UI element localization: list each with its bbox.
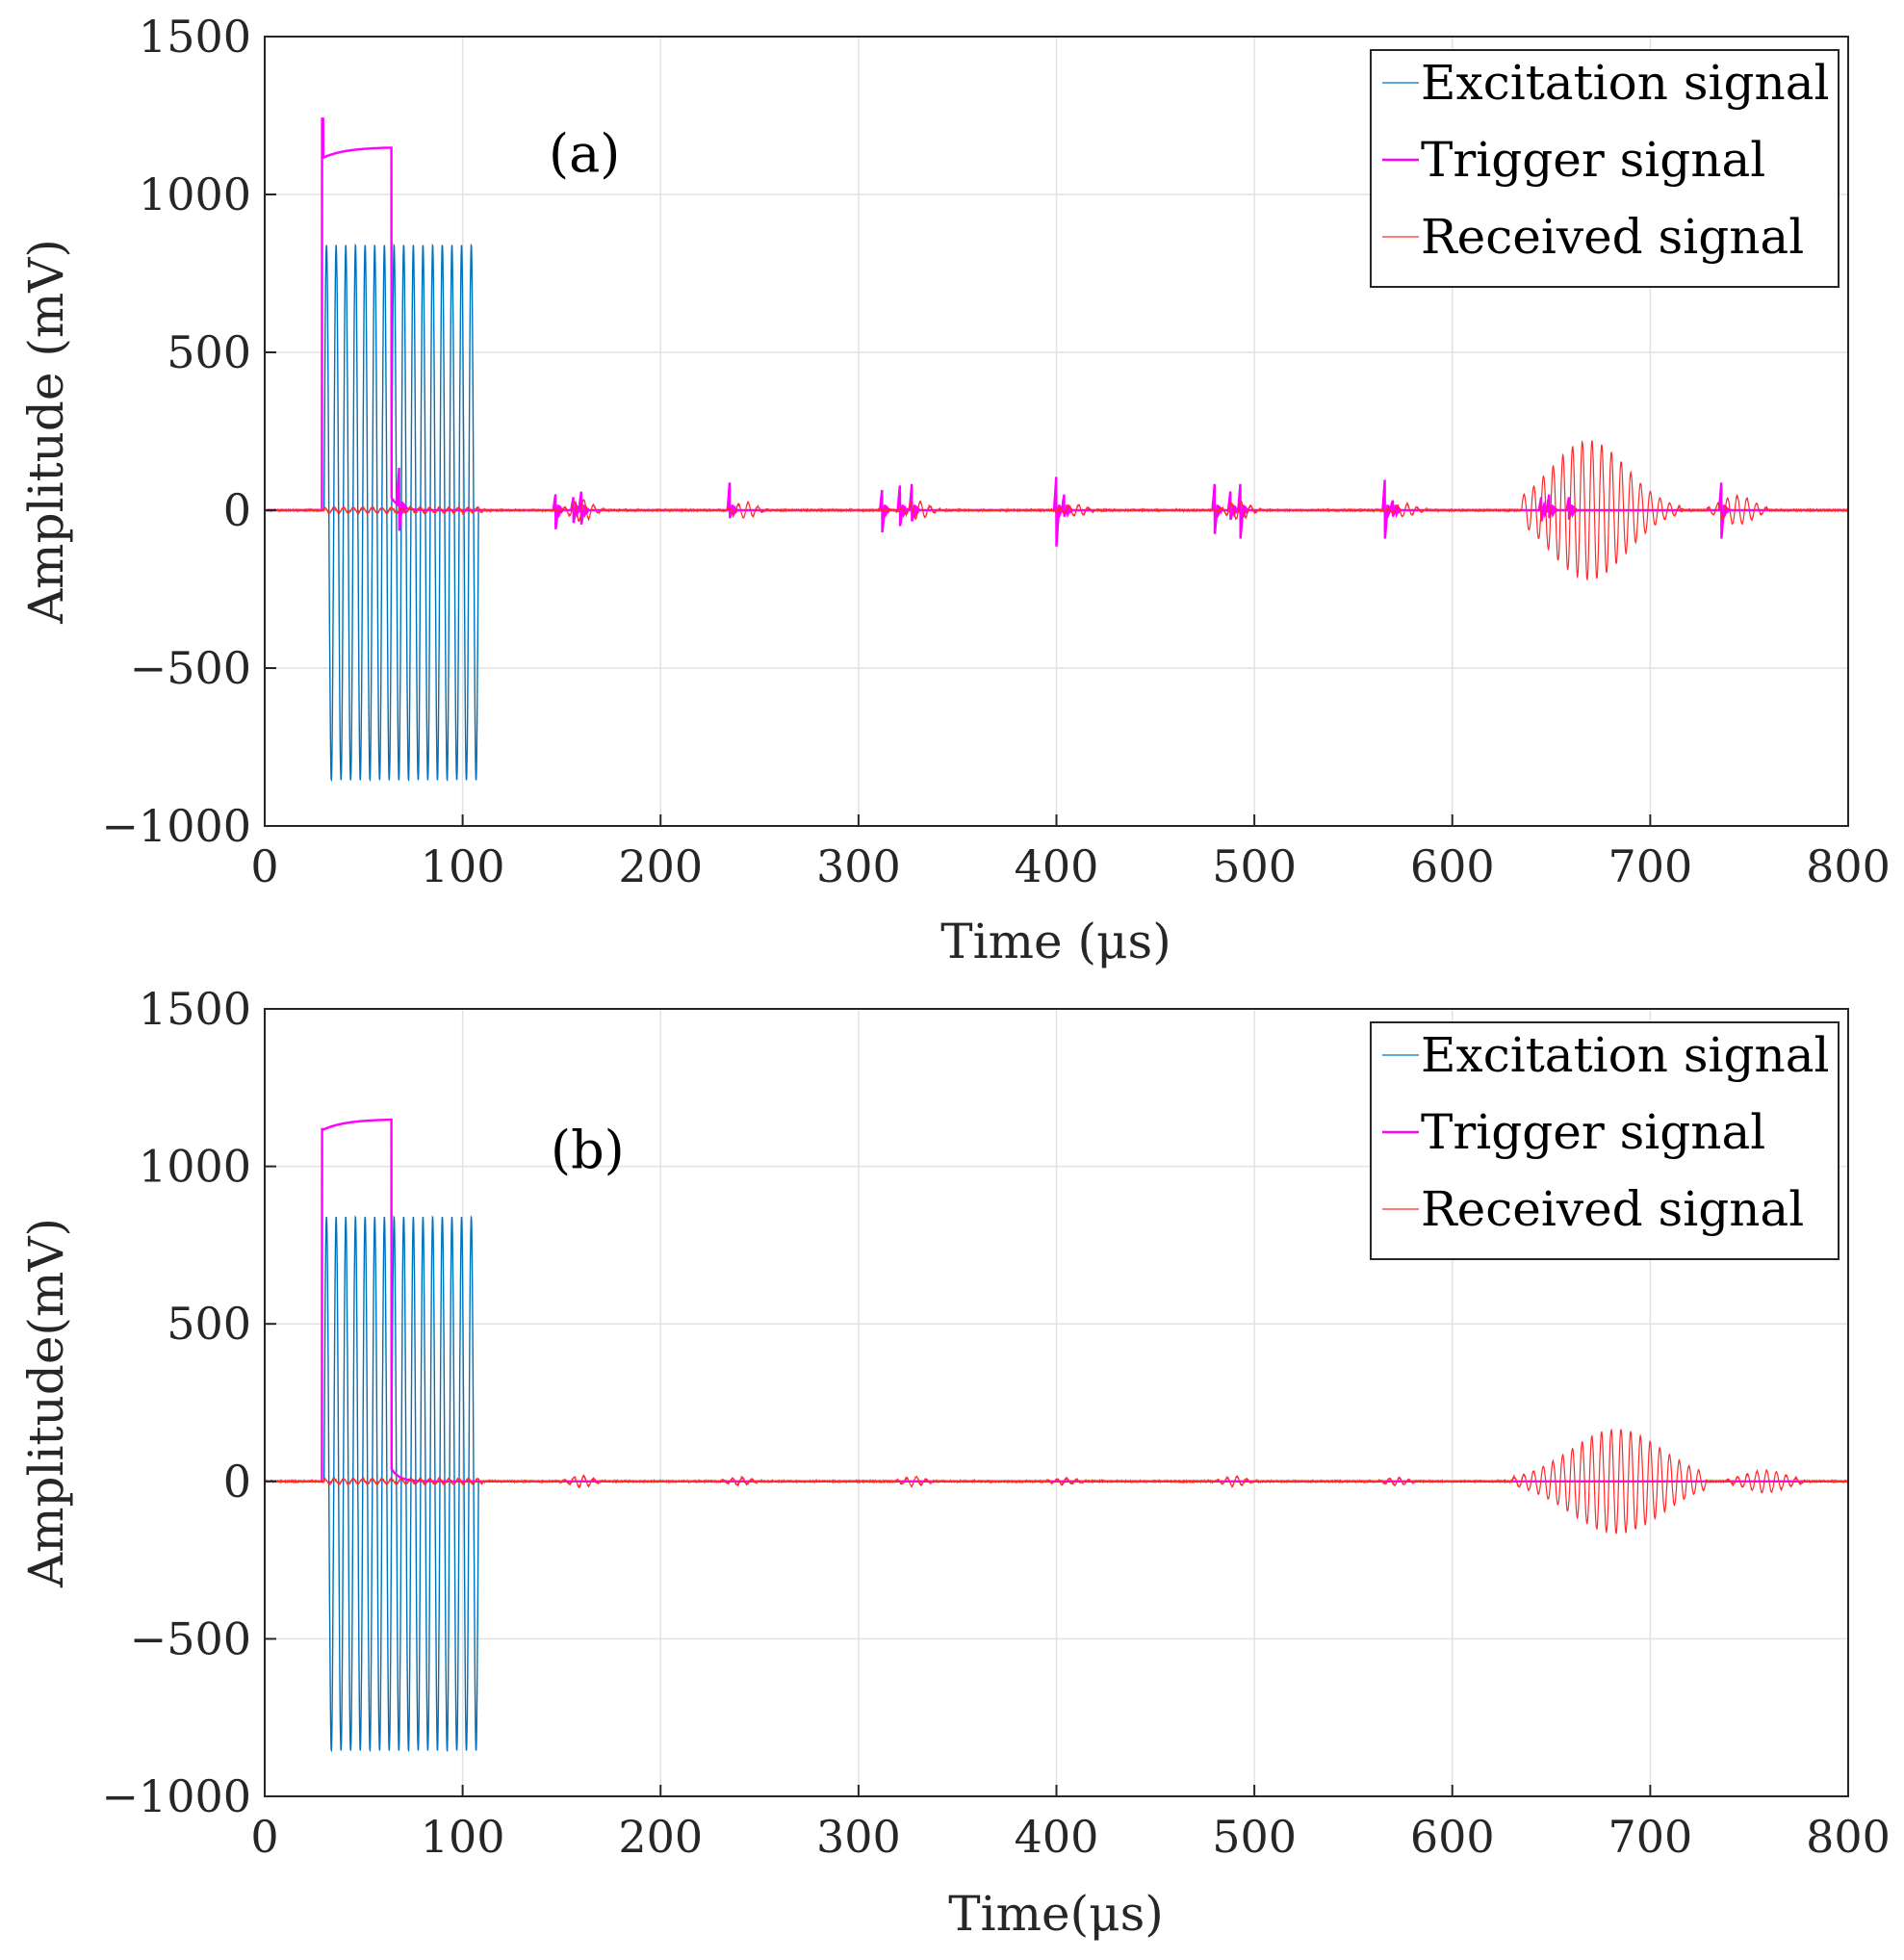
x-tick-label: 300 — [816, 1811, 901, 1863]
y-tick-label: 1000 — [139, 168, 251, 220]
panel-b: 0 100 200 300 400 500 600 700 800 −1000 −500 0 500 10… — [18, 983, 1891, 1942]
legend-entry: Trigger signal — [1421, 132, 1765, 188]
legend-entry: Excitation signal — [1421, 1027, 1830, 1083]
y-axis-label-b: Amplitude(mV) — [18, 1218, 74, 1588]
y-tick-label: −500 — [130, 642, 251, 694]
x-tick-label: 0 — [250, 840, 278, 892]
x-tick-label: 400 — [1015, 1811, 1099, 1863]
x-tick-label: 600 — [1410, 1811, 1495, 1863]
x-tick-label: 0 — [250, 1811, 278, 1863]
x-tick-label: 400 — [1015, 840, 1099, 892]
legend-entry: Excitation signal — [1421, 55, 1830, 111]
x-tick-label: 800 — [1806, 1811, 1891, 1863]
y-axis-label-a: Amplitude (mV) — [18, 239, 74, 625]
legend-entry: Received signal — [1421, 209, 1804, 265]
x-tick-label: 500 — [1212, 1811, 1297, 1863]
legend-a: Excitation signal Trigger signal Received … — [1370, 49, 1840, 288]
legend-entry: Received signal — [1421, 1181, 1804, 1237]
x-tick-label: 700 — [1608, 1811, 1692, 1863]
y-tick-label: 1500 — [139, 983, 251, 1035]
x-tick-label: 600 — [1410, 840, 1495, 892]
tick-labels-b: 0 100 200 300 400 500 600 700 800 −1000 −500 0 500 10… — [101, 983, 1891, 1863]
plot-area-b — [264, 1118, 1849, 1753]
legend-b: Excitation signal Trigger signal Received … — [1370, 1021, 1840, 1260]
y-tick-label: 1500 — [139, 11, 251, 63]
legend-box — [1370, 1021, 1840, 1260]
x-tick-label: 100 — [421, 840, 505, 892]
y-tick-label: 500 — [167, 326, 251, 378]
legend-entry: Trigger signal — [1421, 1104, 1765, 1160]
y-tick-label: 0 — [223, 484, 251, 536]
y-tick-label: −1000 — [101, 800, 251, 852]
x-tick-label: 200 — [618, 840, 703, 892]
y-tick-label: −1000 — [101, 1770, 251, 1822]
legend-box — [1370, 49, 1840, 288]
tick-labels-a: 0 100 200 300 400 500 600 700 800 −1000 −500 0 500 10… — [101, 11, 1891, 892]
x-tick-label: 200 — [618, 1811, 703, 1863]
x-axis-label-b: Time(μs) — [948, 1886, 1164, 1942]
y-tick-label: 500 — [167, 1298, 251, 1350]
panel-label-a: (a) — [549, 123, 620, 184]
x-tick-label: 700 — [1608, 840, 1692, 892]
x-axis-label-a: Time (μs) — [940, 914, 1171, 969]
series-received-line — [264, 1428, 1849, 1534]
y-tick-label: 0 — [223, 1456, 251, 1508]
y-tick-label: −500 — [130, 1612, 251, 1664]
x-tick-label: 300 — [816, 840, 901, 892]
panel-label-b: (b) — [551, 1120, 625, 1180]
y-tick-label: 1000 — [139, 1141, 251, 1193]
panel-a: 0 100 200 300 400 500 600 700 800 −1000 −500 0 500 10… — [18, 11, 1891, 969]
x-tick-label: 800 — [1806, 840, 1891, 892]
x-tick-label: 500 — [1212, 840, 1297, 892]
series-received-line — [264, 439, 1849, 581]
plot-area-a — [264, 117, 1849, 783]
x-tick-label: 100 — [421, 1811, 505, 1863]
